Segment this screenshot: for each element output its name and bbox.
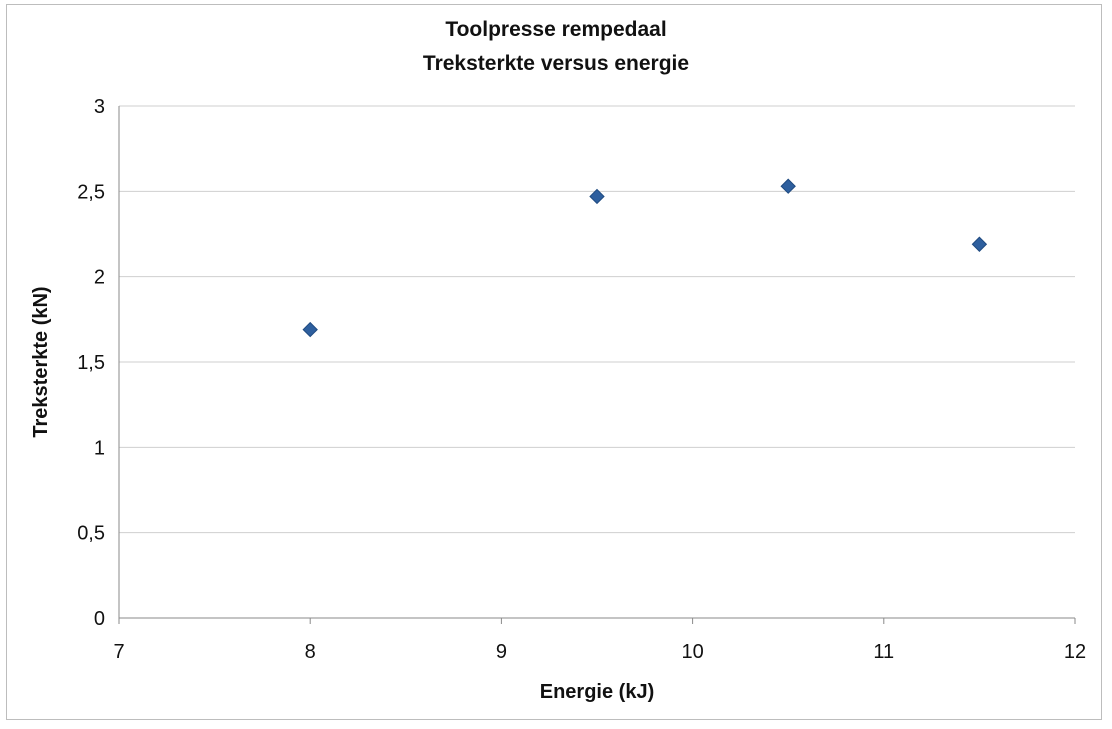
data-point (302, 321, 318, 338)
axes (118, 106, 1076, 624)
y-tick-label: 2 (94, 267, 105, 289)
x-tick-label: 8 (305, 641, 316, 663)
x-tick-labels: 7 8 9 10 11 12 (113, 641, 1086, 663)
y-axis-label: Treksterkte (kN) (30, 286, 52, 437)
y-tick-label: 0 (94, 608, 105, 630)
gridlines (119, 105, 1075, 534)
x-tick-label: 9 (496, 641, 507, 663)
x-tick-label: 10 (681, 641, 703, 663)
data-point (971, 236, 988, 252)
y-tick-label: 0,5 (77, 523, 105, 545)
x-tick-label: 11 (873, 641, 894, 663)
x-tick-label: 7 (113, 641, 124, 663)
y-tick-label: 1,5 (77, 352, 105, 374)
chart-subtitle: Treksterkte versus energie (422, 52, 690, 75)
y-tick-labels: 0 0,5 1 1,5 2 2,5 3 (77, 96, 105, 630)
x-axis-label: Energie (kJ) (540, 681, 654, 703)
y-tick-label: 3 (94, 96, 105, 118)
x-tick-label: 12 (1064, 641, 1086, 663)
data-points (302, 178, 988, 338)
y-tick-label: 1 (94, 437, 105, 459)
y-tick-label: 2,5 (77, 181, 105, 203)
data-point (589, 188, 605, 205)
chart-title: Toolpresse rempedaal (445, 18, 667, 41)
data-point (780, 178, 796, 194)
